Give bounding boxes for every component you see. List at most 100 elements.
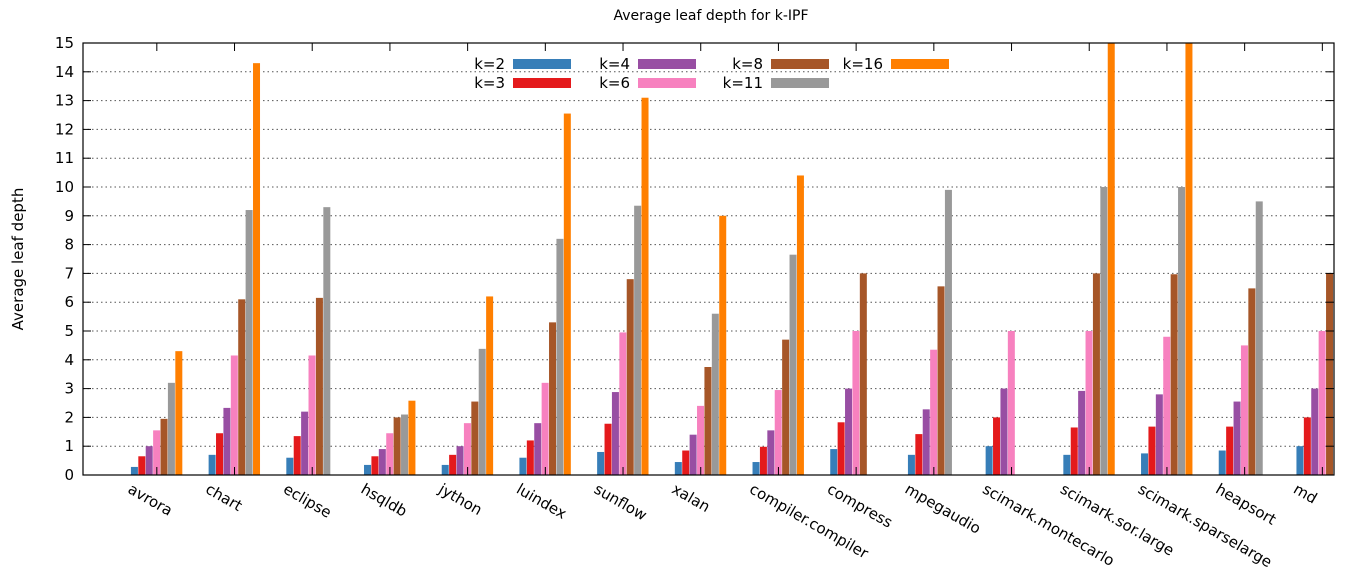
bar-scimark.sparselarge-k=4 [1155, 394, 1163, 475]
bar-mpegaudio-k=3 [915, 434, 923, 475]
bar-mpegaudio-k=8 [937, 286, 945, 475]
bar-hsqldb-k=2 [364, 464, 372, 475]
bar-compiler.compiler-k=3 [759, 446, 767, 475]
bar-luindex-k=16 [563, 113, 571, 475]
bar-scimark.montecarlo-k=6 [1007, 331, 1015, 475]
x-tick-label: sunflow [591, 480, 650, 524]
bar-mpegaudio-k=6 [930, 349, 938, 475]
bar-chart-k=11 [245, 210, 253, 476]
bar-scimark.montecarlo-k=4 [1000, 388, 1008, 475]
y-tick-label: 3 [64, 380, 74, 398]
bar-compiler.compiler-k=2 [752, 462, 760, 475]
bar-luindex-k=8 [549, 322, 557, 475]
x-tick-label: mpegaudio [902, 480, 984, 538]
bar-sunflow-k=3 [604, 423, 612, 475]
bar-sunflow-k=2 [597, 451, 605, 475]
bar-eclipse-k=3 [293, 436, 301, 475]
plot-area-frame [82, 42, 1335, 476]
y-axis-label: Average leaf depth [9, 188, 27, 331]
bar-compress-k=4 [845, 388, 853, 475]
legend-label: k=4 [599, 55, 630, 73]
bar-xalan-k=3 [682, 450, 690, 475]
bar-eclipse-k=11 [323, 207, 331, 475]
bar-scimark.sparselarge-k=6 [1163, 336, 1171, 475]
y-tick-label: 1 [64, 437, 74, 455]
bar-md-k=2 [1296, 446, 1304, 475]
y-tick-label: 13 [55, 92, 74, 110]
bar-jython-k=8 [471, 401, 479, 475]
bar-compress-k=8 [859, 273, 867, 475]
bar-hsqldb-k=6 [386, 433, 394, 475]
legend: k=2k=3 k=4k=6 k=8k=11 k=16 [474, 55, 949, 92]
bar-heapsort-k=11 [1255, 201, 1263, 475]
bar-jython-k=2 [441, 464, 449, 475]
bar-mpegaudio-k=2 [907, 454, 915, 475]
bar-md-k=6 [1318, 331, 1326, 475]
bar-compiler.compiler-k=16 [796, 175, 804, 476]
bar-xalan-k=8 [704, 367, 712, 475]
bar-scimark.sor.large-k=4 [1078, 390, 1086, 475]
x-tick-label: compress [824, 480, 896, 532]
x-tick-label: md [1290, 480, 1320, 508]
bar-avrora-k=16 [175, 351, 183, 475]
x-tick-label: hsqldb [358, 480, 410, 521]
bar-scimark.sparselarge-k=8 [1170, 274, 1178, 475]
bar-chart-k=8 [238, 299, 246, 475]
bar-xalan-k=16 [719, 215, 727, 476]
bar-scimark.sor.large-k=3 [1070, 427, 1078, 475]
x-tick-label: xalan [669, 480, 713, 516]
bar-md-k=8 [1326, 273, 1334, 475]
bar-scimark.sor.large-k=6 [1085, 331, 1093, 475]
y-tick-label: 8 [64, 236, 74, 254]
bar-xalan-k=11 [711, 313, 719, 475]
bar-scimark.sparselarge-k=3 [1148, 426, 1156, 475]
bar-eclipse-k=6 [308, 355, 316, 475]
bar-compress-k=6 [852, 331, 860, 475]
bar-series [130, 43, 1334, 476]
bar-sunflow-k=4 [611, 392, 619, 475]
bar-sunflow-k=16 [641, 97, 649, 475]
bar-luindex-k=6 [541, 382, 549, 475]
legend-swatch [513, 78, 571, 88]
bar-avrora-k=6 [153, 430, 161, 475]
bar-md-k=3 [1303, 417, 1311, 475]
bar-compiler.compiler-k=8 [782, 339, 790, 475]
bar-hsqldb-k=8 [393, 417, 401, 475]
bar-eclipse-k=8 [315, 297, 323, 475]
bar-scimark.sor.large-k=8 [1092, 273, 1100, 475]
x-tick-label: luindex [513, 480, 569, 523]
y-tick-label: 9 [64, 207, 74, 225]
y-tick-label: 15 [55, 34, 74, 52]
bar-compress-k=2 [830, 449, 838, 475]
legend-swatch [638, 59, 696, 69]
bar-chart-k=3 [216, 433, 224, 475]
bar-scimark.sor.large-k=2 [1063, 454, 1071, 475]
bar-jython-k=3 [449, 454, 457, 475]
bar-sunflow-k=8 [626, 279, 634, 475]
x-tick-label: scimark.sparselarge [1135, 480, 1275, 571]
bar-scimark.sparselarge-k=2 [1141, 453, 1149, 475]
y-tick-label: 6 [64, 293, 74, 311]
y-tick-label: 10 [55, 178, 74, 196]
y-tick-label: 4 [64, 351, 74, 369]
bar-mpegaudio-k=11 [944, 189, 952, 475]
bar-heapsort-k=6 [1240, 345, 1248, 475]
x-tick-label: avrora [125, 480, 176, 520]
x-tick-label: eclipse [280, 480, 334, 522]
bar-hsqldb-k=11 [401, 414, 409, 475]
bar-chart-k=2 [208, 454, 216, 475]
legend-label: k=2 [474, 55, 505, 73]
bar-jython-k=16 [486, 296, 494, 475]
y-tick-label: 12 [55, 120, 74, 138]
bar-chart-k=6 [230, 355, 238, 475]
bar-sunflow-k=11 [634, 205, 642, 475]
bar-avrora-k=4 [145, 446, 153, 475]
bar-avrora-k=3 [138, 456, 146, 475]
bar-compress-k=3 [837, 422, 845, 475]
bar-compiler.compiler-k=4 [767, 430, 775, 475]
y-tick-label: 14 [55, 63, 74, 81]
bar-hsqldb-k=3 [371, 456, 379, 475]
bar-compiler.compiler-k=6 [774, 390, 782, 475]
legend-swatch [638, 78, 696, 88]
